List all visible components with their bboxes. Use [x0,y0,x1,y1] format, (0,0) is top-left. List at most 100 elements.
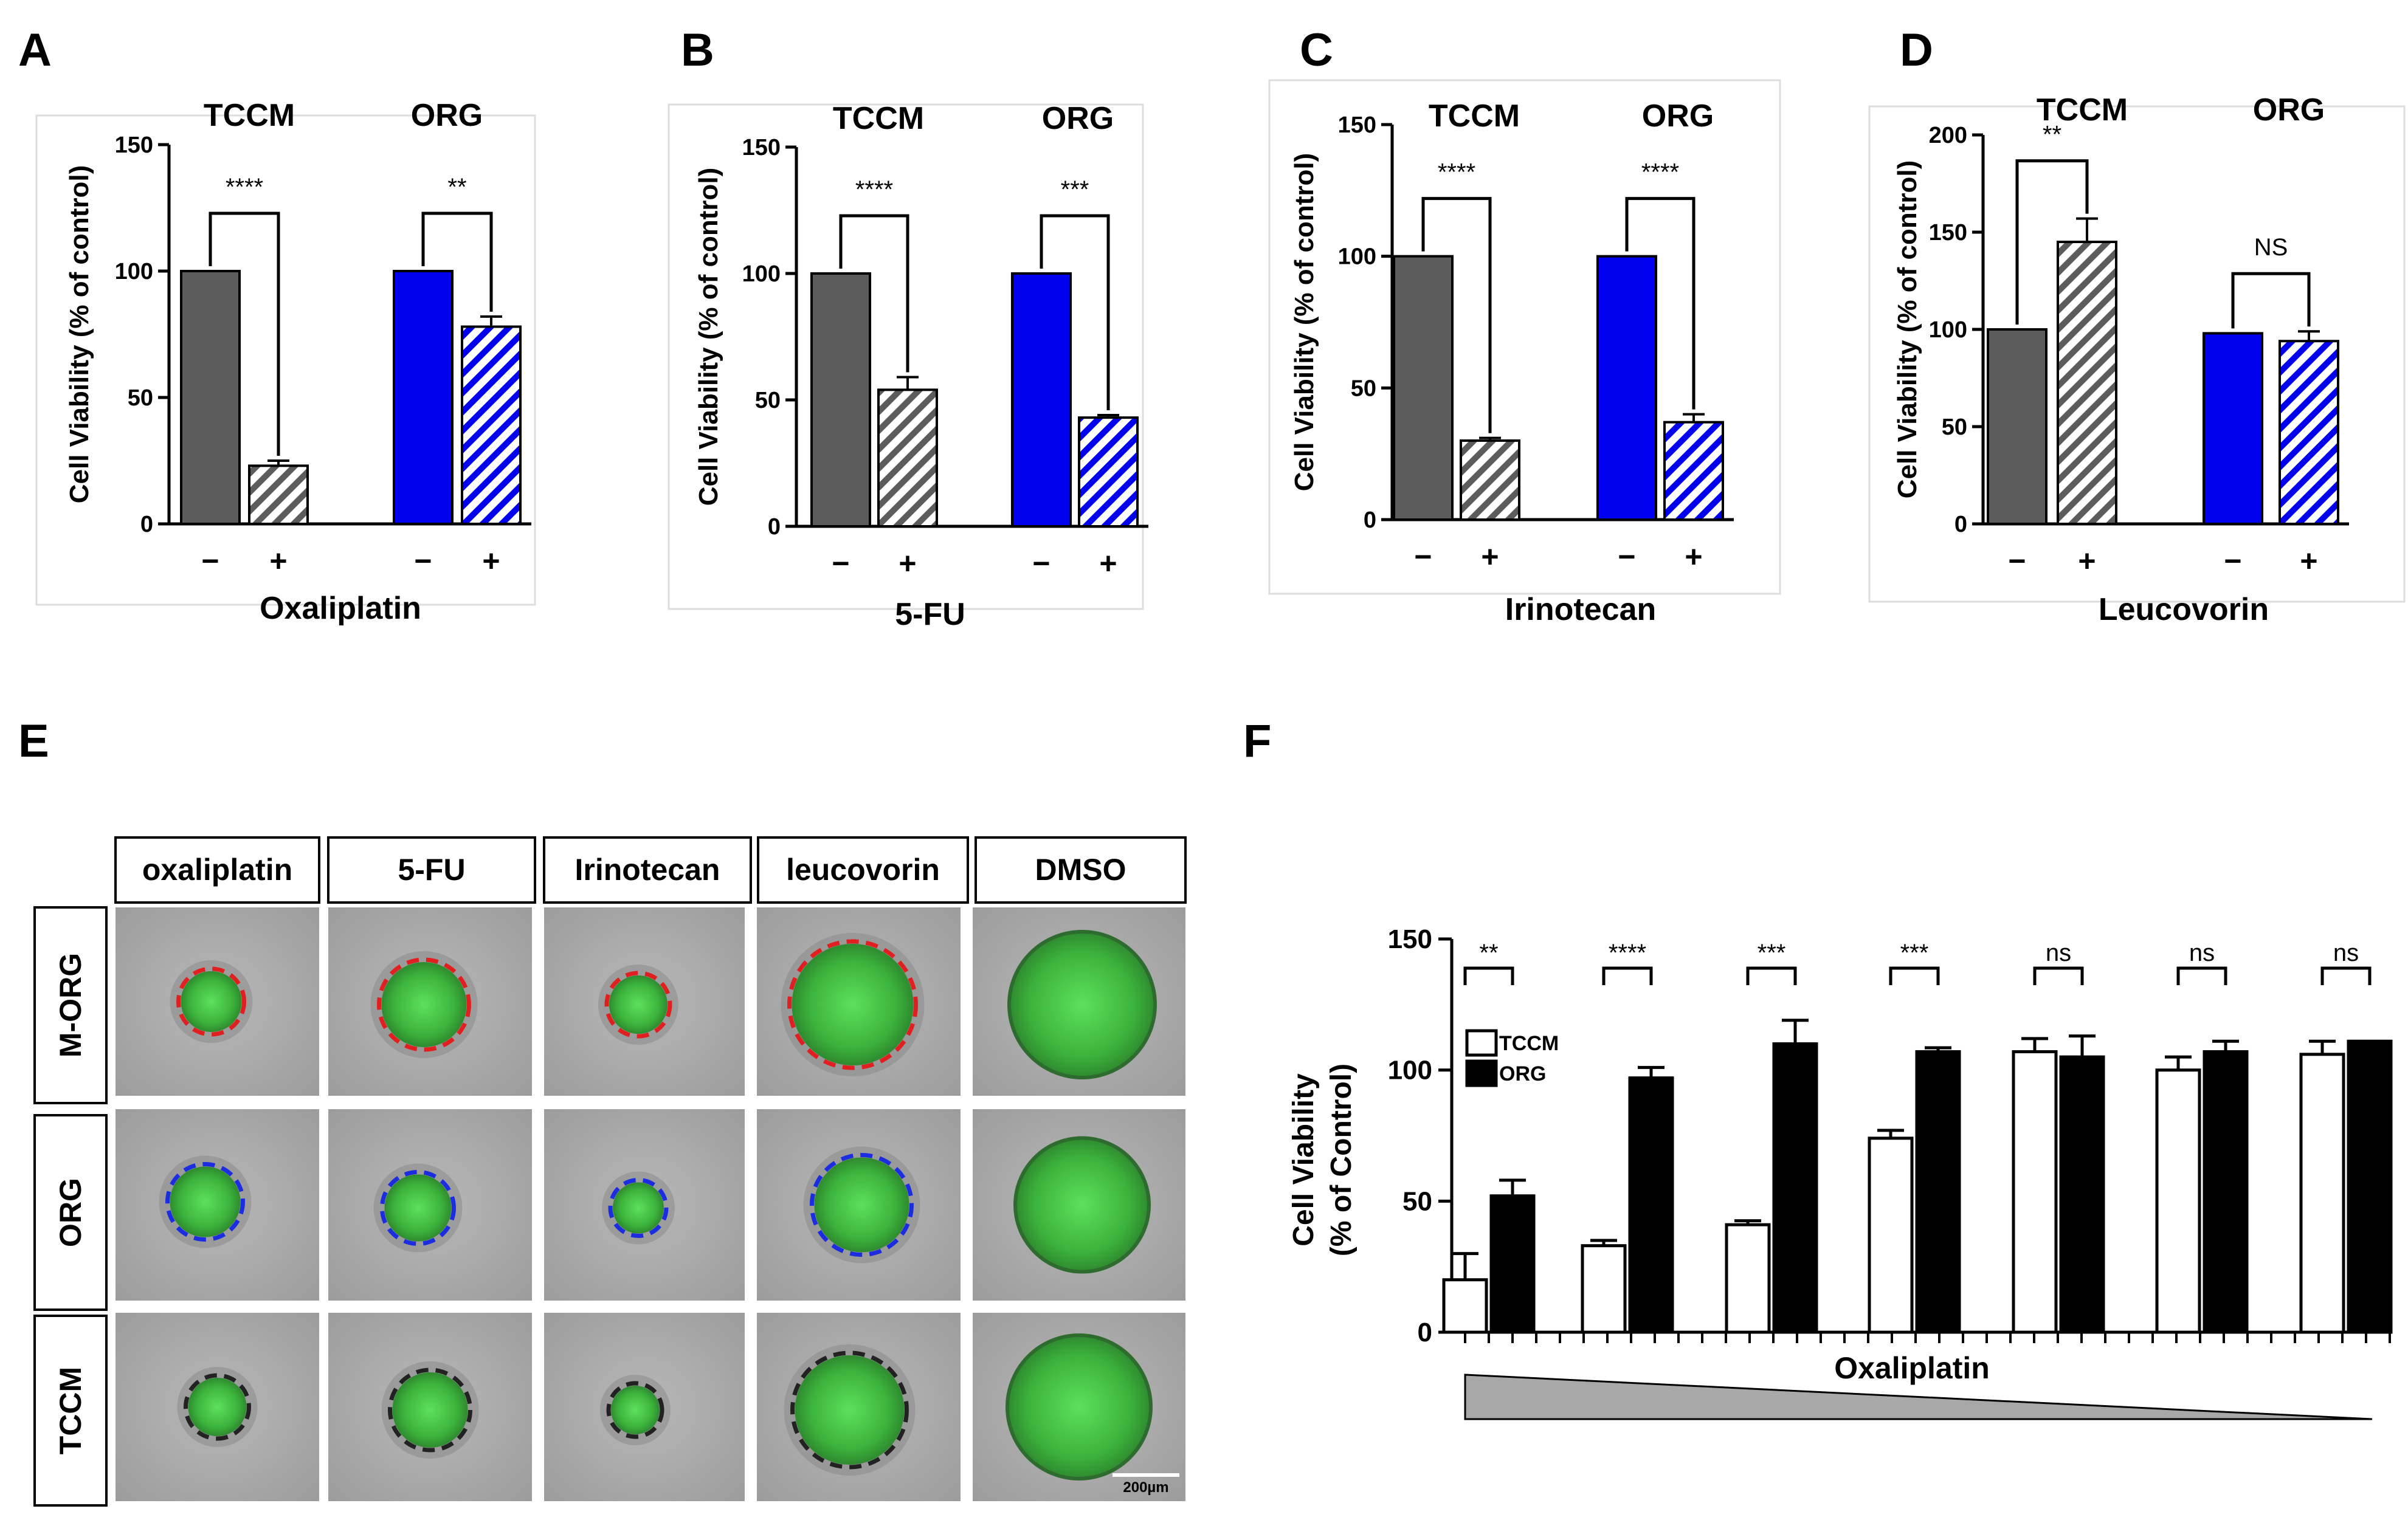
bar-org-plus [1078,416,1139,528]
panel-b-frame [668,103,1144,610]
spheroid [170,1166,241,1237]
significance-label: **** [855,176,893,203]
column-header-0: oxaliplatin [142,853,292,887]
legend-label-tccm: TCCM [1499,1032,1559,1055]
y-tick-label: 100 [742,261,781,287]
significance-bracket [2015,159,2089,325]
significance-bracket [209,211,280,456]
spheroid-edge [1007,930,1157,1079]
chart-a: 0 50 100 150 Cell Viability (% of control) − +… [64,98,531,626]
chart-c: 0 50 100 150 Cell Viability (% of control) − +… [1289,98,1734,627]
y-tick-label: 50 [1351,376,1376,401]
spheroid [1015,1138,1149,1272]
group-label-org: ORG [2253,92,2325,128]
significance-label: **** [226,174,263,201]
spheroid-outline [604,971,672,1039]
significance-bracket [2033,966,2084,985]
x-category-label: − [2224,544,2241,578]
y-tick-label: 150 [1388,924,1432,954]
significance-label: ** [2043,122,2061,148]
spheroid-outline [787,939,918,1070]
x-category-label: − [201,544,219,578]
spheroid-outline [184,1373,251,1441]
spheroid [392,1372,468,1448]
spheroid [181,971,242,1032]
x-category-label: + [1481,540,1499,574]
x-category-label: + [1685,540,1702,574]
bar-org-plus [1663,421,1724,521]
panel-letter-a: A [18,24,52,76]
x-category-label: − [1618,540,1635,574]
spheroid-edge [1006,1333,1153,1480]
spheroid [792,944,914,1065]
x-axis-label: Oxaliplatin [260,591,421,626]
bar-tccm [2155,1068,2201,1334]
bar-org [1772,1042,1818,1334]
spheroid [609,975,668,1034]
significance-bracket [839,214,909,373]
row-header-0: M-ORG [53,953,88,1057]
y-axis-label-line-2: (% of Control) [1325,1064,1358,1256]
significance-bracket [1889,966,1940,985]
spheroid-outline [810,1153,914,1257]
legend-label-org: ORG [1499,1062,1546,1085]
x-axis-label: Oxaliplatin [1834,1351,1990,1385]
x-category-label: + [269,544,287,578]
x-category-label: + [1099,546,1117,580]
significance-bracket [421,211,493,312]
bar-tccm-plus [1460,439,1520,521]
panel-letter-b: B [681,24,714,76]
bar-org-plus [2279,340,2339,525]
y-tick-label: 100 [1338,244,1376,270]
significance-bracket [2231,272,2311,329]
x-category-label: − [414,544,432,578]
significance-bracket [1625,197,1696,410]
y-tick-label: 0 [768,514,781,540]
y-tick-label: 0 [1954,512,1967,537]
bar-tccm-minus [180,270,241,525]
y-tick-label: 0 [140,512,153,537]
significance-label: NS [2254,234,2288,261]
y-tick-label: 100 [1929,317,1967,343]
x-category-label: + [2078,544,2096,578]
spheroid-outline [377,957,471,1052]
bar-tccm [1725,1223,1771,1334]
row-header-box [33,1114,108,1311]
bar-org [2059,1055,2105,1334]
panel-letter-e: E [18,715,49,767]
bar-org-minus [2203,332,2263,526]
significance-label: *** [1900,940,1929,966]
bar-tccm-plus [248,464,309,526]
y-tick-label: 150 [742,135,781,160]
group-label-tccm: TCCM [204,98,295,133]
group-label-tccm: TCCM [1429,98,1520,134]
significance-label: ** [447,174,466,201]
spheroid [384,1174,452,1242]
scale-bar-label: 200µm [1123,1479,1168,1496]
column-header-box [327,836,536,904]
significance-bracket [1040,214,1110,410]
panel-letter-c: C [1300,24,1333,76]
bar-org-minus [1011,272,1072,528]
panel-c-frame [1268,79,1781,595]
bar-org-plus [461,325,522,526]
significance-label: **** [1609,940,1646,966]
significance-label: ns [2046,940,2071,966]
spheroid-outline [176,966,246,1037]
concentration-wedge [1464,1374,2373,1420]
x-axis-label: 5-FU [895,597,965,632]
row-header-2: TCCM [53,1367,88,1454]
x-category-label: + [899,546,916,580]
bar-tccm-plus [877,388,938,528]
y-axis-label: Cell Viability (% of control) [1289,153,1319,492]
spheroid [613,1182,664,1234]
chart-d: 0 50 100 150 200 Cell Viability (% of control… [1892,92,2349,627]
panel-letter-d: D [1900,24,1933,76]
column-header-box [543,836,752,904]
significance-label: *** [1061,176,1089,203]
significance-label: **** [1641,159,1679,186]
significance-bracket [1421,197,1492,433]
bar-tccm-plus [2057,241,2117,525]
spheroid-outline [165,1162,245,1242]
